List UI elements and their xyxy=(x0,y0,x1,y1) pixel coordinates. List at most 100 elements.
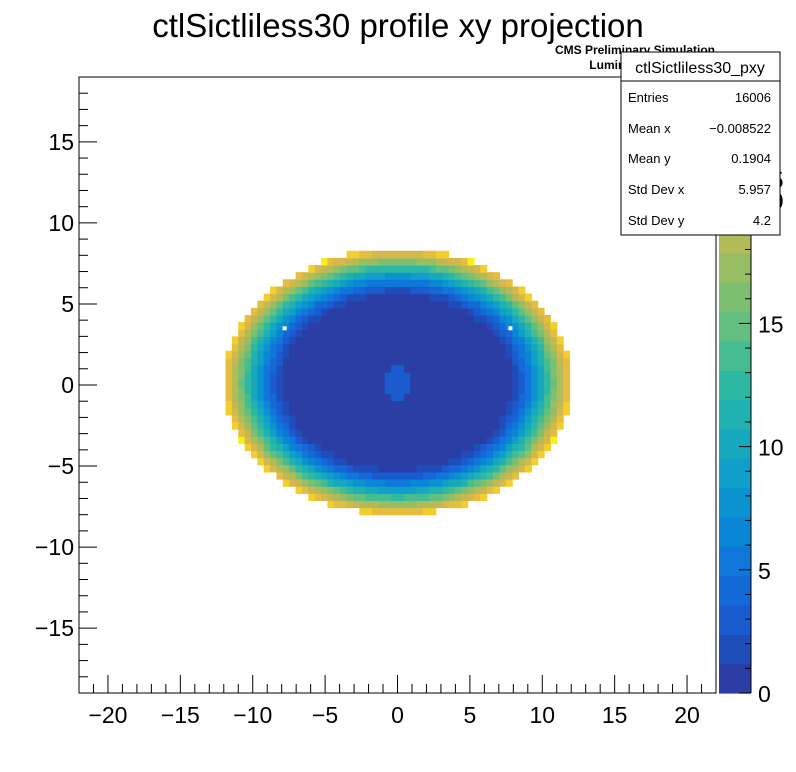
heatmap-cell xyxy=(493,443,501,452)
heatmap-cell xyxy=(473,364,481,373)
heatmap-cell xyxy=(473,464,481,473)
heatmap-cell xyxy=(352,357,360,366)
heatmap-cell xyxy=(244,436,252,444)
heatmap-cell xyxy=(282,293,290,302)
heatmap-cell xyxy=(346,457,354,466)
heatmap-cell xyxy=(250,350,258,359)
heatmap-cell xyxy=(391,443,399,452)
heatmap-cell xyxy=(295,357,303,366)
heatmap-cell xyxy=(321,350,329,359)
heatmap-cell xyxy=(429,393,437,402)
color-scale-label: 10 xyxy=(758,435,784,461)
heatmap-cell xyxy=(276,414,284,423)
heatmap-cell xyxy=(365,343,373,352)
heatmap-cell xyxy=(333,343,341,352)
heatmap-cell xyxy=(327,364,335,373)
heatmap-cell xyxy=(327,257,335,266)
heatmap-cell xyxy=(454,322,462,330)
heatmap-cell xyxy=(384,421,392,430)
heatmap-cell xyxy=(365,286,373,295)
heatmap-cell xyxy=(416,257,424,266)
heatmap-cell xyxy=(410,336,418,345)
heatmap-cell xyxy=(276,343,284,352)
heatmap-cell xyxy=(289,343,297,352)
heatmap-cell xyxy=(276,322,284,330)
heatmap-cell xyxy=(397,421,405,430)
stats-stddev-x-value: 5.957 xyxy=(738,182,771,197)
heatmap-cell xyxy=(461,407,469,416)
heatmap-cell xyxy=(524,372,532,380)
heatmap-cell xyxy=(403,471,411,480)
heatmap-cell xyxy=(359,386,367,395)
heatmap-cell xyxy=(422,293,430,302)
heatmap-cell xyxy=(422,457,430,466)
heatmap-cell xyxy=(372,286,379,295)
heatmap-cell xyxy=(340,436,348,444)
heatmap-cell xyxy=(397,336,405,345)
heatmap-cell xyxy=(550,414,558,423)
heatmap-cell xyxy=(454,400,462,409)
heatmap-cell xyxy=(359,322,367,330)
heatmap-cell xyxy=(416,250,424,259)
heatmap-cell xyxy=(429,386,437,395)
heatmap-cell xyxy=(410,300,418,309)
heatmap-cell xyxy=(346,279,354,288)
heatmap-cell xyxy=(493,414,501,423)
heatmap-cell xyxy=(442,500,450,509)
heatmap-cell xyxy=(480,272,488,280)
heatmap-cell xyxy=(365,464,373,473)
heatmap-cell xyxy=(321,379,329,387)
heatmap-cell xyxy=(384,457,392,466)
heatmap-cell xyxy=(486,421,494,430)
heatmap-cell xyxy=(231,379,239,387)
heatmap-cell xyxy=(454,407,462,416)
stats-mean-y-label: Mean y xyxy=(628,151,671,166)
x-tick-label: 15 xyxy=(602,702,628,728)
heatmap-cell xyxy=(384,257,392,266)
heatmap-cell xyxy=(295,400,303,409)
heatmap-cell xyxy=(505,300,513,309)
heatmap-cell xyxy=(467,265,475,273)
heatmap-cell xyxy=(301,350,309,359)
heatmap-cell xyxy=(531,336,539,345)
heatmap-cell xyxy=(499,307,507,316)
heatmap-cell xyxy=(473,322,481,330)
heatmap-cell xyxy=(270,350,278,359)
heatmap-cell xyxy=(257,386,265,395)
heatmap-cell xyxy=(473,457,481,466)
heatmap-cell xyxy=(289,293,297,302)
heatmap-cell xyxy=(403,400,411,409)
heatmap-cell xyxy=(295,300,303,309)
heatmap-cell xyxy=(231,407,239,416)
heatmap-cell xyxy=(314,457,322,466)
heatmap-cell xyxy=(301,379,309,387)
heatmap-cell xyxy=(308,464,316,473)
heatmap-cell xyxy=(442,379,450,387)
heatmap-cell xyxy=(410,257,418,266)
heatmap-cell xyxy=(435,250,443,259)
heatmap-cell xyxy=(473,379,481,387)
heatmap-cell xyxy=(416,372,424,380)
heatmap-cell xyxy=(365,279,373,288)
heatmap-cell xyxy=(359,250,367,259)
heatmap-cell xyxy=(486,486,494,494)
heatmap-cell xyxy=(416,386,424,395)
heatmap-cell xyxy=(282,307,290,316)
heatmap-cell xyxy=(435,500,443,509)
heatmap-cell xyxy=(314,429,322,437)
heatmap-cell xyxy=(295,364,303,373)
heatmap-cell xyxy=(308,350,316,359)
heatmap-cell xyxy=(321,372,329,380)
heatmap-cell xyxy=(301,479,309,487)
heatmap-cell xyxy=(359,329,367,337)
heatmap-cell xyxy=(397,471,405,480)
heatmap-cell xyxy=(352,307,360,316)
heatmap-cell xyxy=(333,457,341,466)
heatmap-cell xyxy=(448,364,456,373)
heatmap-cell xyxy=(333,479,341,487)
heatmap-cell xyxy=(263,372,271,380)
heatmap-cell xyxy=(550,379,558,387)
heatmap-cell xyxy=(263,357,271,366)
heatmap-cell xyxy=(454,486,462,494)
color-scale-segment xyxy=(719,399,751,430)
